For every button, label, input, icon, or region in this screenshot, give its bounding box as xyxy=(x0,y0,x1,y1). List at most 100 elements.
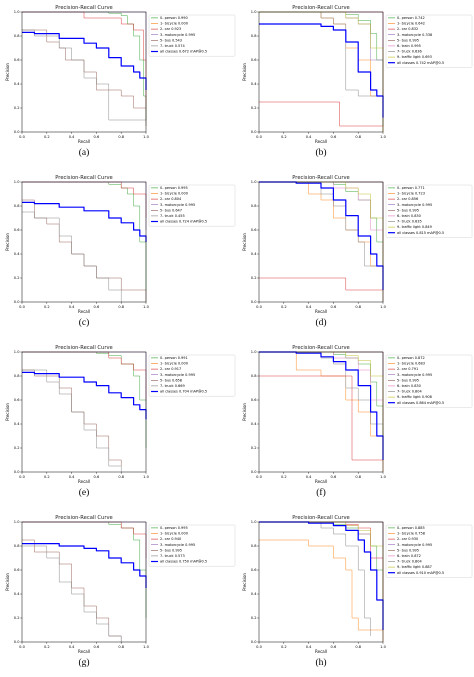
legend-entry: 3- motorcycle 0.995 xyxy=(160,33,195,37)
x-tick-label: 0.2 xyxy=(281,645,287,649)
x-tick-label: 0.4 xyxy=(306,305,312,309)
legend-entry: 7- truck 0.669 xyxy=(160,384,185,388)
y-tick-label: 0.6 xyxy=(251,398,257,402)
legend-entry: 7- truck 0.574 xyxy=(160,44,185,48)
x-tick-label: 0.0 xyxy=(256,135,262,139)
panel-label: (d) xyxy=(315,317,326,328)
y-tick-label: 0.8 xyxy=(14,204,20,208)
x-tick-label: 0.4 xyxy=(306,645,312,649)
y-axis-label: Precision xyxy=(5,573,10,591)
legend-entry: 3- motorcycle 0.995 xyxy=(397,203,432,207)
x-axis-label: Recall xyxy=(315,479,327,484)
legend-entry: 3- motorcycle 0.995 xyxy=(397,543,432,547)
series-line xyxy=(22,545,122,642)
legend-entry: 5- bus 0.995 xyxy=(397,208,419,212)
series-line xyxy=(259,101,383,127)
legend-entry: 3- motorcycle 0.995 xyxy=(160,373,195,377)
y-tick-label: 0.6 xyxy=(251,58,257,62)
panel-label: (h) xyxy=(315,657,326,668)
y-tick-label: 0.2 xyxy=(251,276,257,280)
x-tick-label: 0.6 xyxy=(331,135,337,139)
legend-entry: all classes 0.742 mAP@0.5 xyxy=(397,61,444,65)
chart-title: Precision-Recall Curve xyxy=(292,5,349,11)
x-tick-label: 0.2 xyxy=(281,475,287,479)
y-tick-label: 1.0 xyxy=(251,10,257,14)
x-tick-label: 0.8 xyxy=(355,305,361,309)
y-tick-label: 1.0 xyxy=(14,350,20,354)
x-tick-label: 0.0 xyxy=(256,475,262,479)
legend-entry: 0- person 0.995 xyxy=(160,526,188,530)
legend-entry: 6- train 0.830 xyxy=(397,384,421,388)
legend-entry: 2- car 0.940 xyxy=(160,537,181,541)
x-axis-label: Recall xyxy=(315,649,327,654)
y-tick-label: 0.2 xyxy=(14,616,20,620)
legend-entry: all classes 0.724 mAP@0.5 xyxy=(160,220,207,224)
x-tick-label: 0.2 xyxy=(44,135,50,139)
plot-frame xyxy=(21,351,147,473)
series-line xyxy=(259,181,384,290)
legend-entry: 2- car 0.791 xyxy=(397,367,418,371)
y-tick-label: 0.0 xyxy=(14,640,20,644)
legend-entry: all classes 0.864 mAP@0.5 xyxy=(397,401,444,405)
y-axis-label: Precision xyxy=(5,403,10,421)
x-tick-label: 0.4 xyxy=(69,645,75,649)
x-axis-label: Recall xyxy=(315,309,327,314)
legend-entry: 2- car 0.917 xyxy=(160,367,181,371)
series-line xyxy=(259,521,384,630)
legend-entry: 1- bicycle 0.000 xyxy=(160,532,188,536)
legend-entry: 3- motorcycle 0.338 xyxy=(397,33,432,37)
x-tick-label: 0.8 xyxy=(355,135,361,139)
x-tick-label: 0.6 xyxy=(331,305,337,309)
panel-label: (b) xyxy=(315,147,326,158)
y-axis-label: Precision xyxy=(5,63,10,81)
series-line xyxy=(259,539,384,642)
legend-entry: 5- bus 0.543 xyxy=(160,38,182,42)
chart-title: Precision-Recall Curve xyxy=(292,345,349,351)
legend-entry: 5- bus 0.658 xyxy=(160,378,182,382)
legend-entry: 7- truck 0.573 xyxy=(160,554,185,558)
y-axis-label: Precision xyxy=(242,63,247,81)
series-line xyxy=(22,201,147,242)
legend-entry: all classes 0.815 mAP@0.5 xyxy=(397,231,444,235)
chart-panel: Precision-Recall Curve 0.0 0.2 0.4 0.6 0.8 1.0… xyxy=(5,175,236,328)
legend-entry: 2- car 0.832 xyxy=(397,27,418,31)
y-tick-label: 0.6 xyxy=(251,568,257,572)
y-tick-label: 0.0 xyxy=(14,300,20,304)
x-tick-label: 0.0 xyxy=(256,645,262,649)
chart-panel: Precision-Recall Curve 0.0 0.2 0.4 0.6 0.8 1.0… xyxy=(5,345,236,498)
y-tick-label: 0.2 xyxy=(251,106,257,110)
panel-label: (g) xyxy=(78,657,89,668)
legend-entry: all classes 0.910 mAP@0.5 xyxy=(397,571,444,575)
x-tick-label: 1.0 xyxy=(380,305,386,309)
legend-box xyxy=(148,14,236,57)
plot-frame xyxy=(258,521,384,643)
legend-entry: 9- traffic light 0.849 xyxy=(397,225,432,229)
chart-title: Precision-Recall Curve xyxy=(55,515,112,521)
series-line xyxy=(259,277,383,291)
legend-entry: 3- motorcycle 0.995 xyxy=(160,203,195,207)
y-tick-label: 0.8 xyxy=(251,34,257,38)
series-line xyxy=(259,11,384,126)
legend-entry: 9- traffic light 0.693 xyxy=(397,55,432,59)
x-tick-label: 1.0 xyxy=(380,645,386,649)
y-tick-label: 0.2 xyxy=(14,276,20,280)
y-tick-label: 0.2 xyxy=(14,106,20,110)
series-line xyxy=(22,211,122,302)
legend-entry: 5- bus 0.995 xyxy=(160,548,182,552)
y-tick-label: 0.6 xyxy=(14,398,20,402)
x-tick-label: 0.6 xyxy=(331,475,337,479)
y-tick-label: 0.6 xyxy=(251,228,257,232)
x-tick-label: 0.8 xyxy=(355,645,361,649)
legend-entry: 1- bicycle 0.723 xyxy=(397,192,425,196)
x-axis-label: Recall xyxy=(78,139,90,144)
chart-panel: Precision-Recall Curve 0.0 0.2 0.4 0.6 0.8 1.0… xyxy=(5,515,236,668)
legend-entry: 0- person 0.742 xyxy=(397,16,425,20)
legend-entry: all classes 0.672 mAP@0.5 xyxy=(160,50,207,54)
y-tick-label: 0.4 xyxy=(14,252,20,256)
legend-box xyxy=(385,184,473,238)
series-line xyxy=(22,369,122,472)
y-axis-label: Precision xyxy=(242,233,247,251)
y-tick-label: 0.0 xyxy=(251,130,257,134)
legend-entry: 0- person 0.990 xyxy=(160,16,188,20)
x-tick-label: 0.0 xyxy=(19,135,25,139)
